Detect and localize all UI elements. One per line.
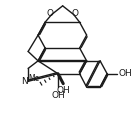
- Text: N: N: [21, 77, 27, 86]
- Text: OH: OH: [118, 69, 132, 78]
- Text: OH: OH: [57, 86, 71, 95]
- Text: Me: Me: [28, 74, 40, 83]
- Text: OH: OH: [51, 91, 65, 100]
- Text: O: O: [47, 9, 54, 18]
- Text: O: O: [71, 9, 79, 18]
